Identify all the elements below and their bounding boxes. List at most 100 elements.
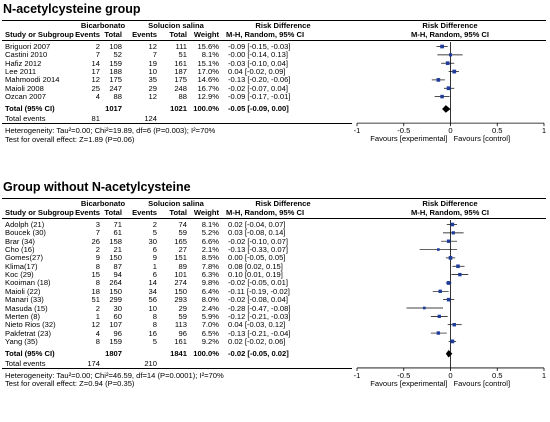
heterogeneity-text: Heterogeneity: Tau²=0.00; Chi²=19.89, df… — [5, 126, 216, 136]
total2-value: 187 — [174, 67, 187, 77]
weight-value: 6.4% — [201, 286, 219, 296]
rd-column-header: Risk Difference — [255, 21, 311, 30]
ci-value: 0.00 [-0.05, 0.05] — [228, 253, 286, 263]
study-estimate-box — [422, 306, 426, 310]
total2-value: 101 — [174, 270, 187, 280]
total2-value: 175 — [174, 75, 187, 85]
total2-value: 111 — [175, 42, 187, 51]
x-tick-label: -0.5 — [397, 126, 410, 135]
study-estimate-box — [446, 239, 451, 243]
events1-value: 12 — [91, 320, 100, 330]
study-name: Koc (29) — [5, 270, 34, 280]
total1-header: Total — [104, 208, 122, 217]
events1-value: 7 — [95, 228, 100, 238]
total-events1: 81 — [91, 113, 100, 123]
study-estimate-box — [448, 256, 453, 260]
panel-title: N-acetylcysteine group — [3, 2, 141, 16]
x-tick-label: 0 — [448, 371, 452, 380]
total2-value: 113 — [174, 320, 187, 330]
total1-value: 159 — [109, 336, 122, 346]
total1-value: 94 — [113, 270, 122, 280]
events2-value: 56 — [148, 295, 157, 305]
total-events2: 124 — [144, 113, 157, 123]
weight-value: 2.4% — [201, 303, 219, 313]
total-events2: 210 — [144, 358, 157, 368]
study-name: Yang (35) — [5, 336, 38, 346]
events2-value: 1 — [152, 261, 157, 271]
study-name: Cho (16) — [5, 245, 35, 255]
events2-value: 8 — [152, 320, 157, 330]
events2-value: 12 — [148, 92, 157, 102]
total2-sum: 1021 — [170, 104, 187, 114]
x-tick-label: 1 — [542, 126, 546, 135]
events1-value: 1 — [95, 311, 100, 321]
total2-value: 274 — [174, 278, 187, 288]
events2-value: 34 — [148, 286, 157, 296]
pooled-estimate-diamond — [445, 349, 453, 358]
total-ci-value: -0.02 [-0.05, 0.02] — [228, 349, 289, 359]
forest-plot-nac: N-acetylcysteine group Bicarbonato Solucio… — [0, 0, 550, 180]
events1-value: 8 — [95, 278, 100, 288]
study-estimate-box — [436, 331, 441, 335]
study-name: Kooiman (18) — [5, 278, 51, 288]
study-estimate-box — [446, 86, 451, 91]
study-estimate-box — [448, 53, 453, 57]
plot-method-header: M-H, Random, 95% CI — [410, 208, 490, 217]
ci-value: -0.13 [-0.33, 0.07] — [228, 245, 288, 255]
total2-value: 29 — [178, 303, 187, 313]
table-bottom-rule — [2, 123, 352, 125]
weight-value: 7.0% — [201, 320, 219, 330]
total1-sum: 1017 — [105, 104, 122, 114]
total-events1: 174 — [87, 358, 100, 368]
total-events-label: Total events — [5, 113, 46, 123]
events2-value: 10 — [148, 303, 157, 313]
ci-value: -0.09 [-0.17, -0.01] — [228, 92, 291, 102]
weight-value: 9.2% — [201, 336, 219, 346]
header-top-rule — [2, 198, 546, 199]
study-name: Boucek (30) — [5, 228, 46, 238]
ci-value: -0.13 [-0.20, -0.06] — [228, 75, 291, 85]
total-ci-value: -0.05 [-0.09, 0.00] — [228, 104, 289, 114]
study-name: Maioli 2008 — [5, 83, 44, 93]
total2-value: 151 — [174, 253, 187, 263]
total1-value: 159 — [109, 58, 122, 68]
study-estimate-box — [436, 78, 441, 82]
total1-value: 88 — [113, 92, 122, 102]
favours-right-label: Favours [control] — [454, 134, 511, 143]
total1-value: 21 — [113, 245, 122, 255]
events2-value: 6 — [152, 245, 157, 255]
events2-value: 9 — [152, 253, 157, 263]
total1-value: 264 — [109, 278, 122, 288]
events2-value: 29 — [148, 83, 157, 93]
ci-value: -0.03 [-0.10, 0.04] — [228, 58, 288, 68]
weight-value: 15.1% — [197, 58, 219, 68]
total1-header: Total — [104, 30, 122, 39]
study-name: Masuda (15) — [5, 303, 48, 313]
table-bottom-rule — [2, 367, 352, 369]
weight-value: 14.6% — [197, 75, 219, 85]
total2-value: 293 — [174, 295, 187, 305]
ci-value: -0.13 [-0.21, -0.04] — [228, 328, 291, 338]
ci-value: -0.02 [-0.08, 0.04] — [228, 295, 288, 305]
total1-value: 107 — [109, 320, 122, 330]
total2-value: 150 — [174, 286, 187, 296]
events1-value: 4 — [95, 92, 100, 102]
group2-header: Solucion salina — [148, 199, 204, 208]
total2-value: 59 — [178, 311, 187, 321]
study-estimate-box — [450, 222, 455, 227]
events1-value: 18 — [91, 286, 100, 296]
study-column-header: Study or Subgroup — [5, 208, 74, 217]
total-weight: 100.0% — [193, 349, 219, 359]
x-tick-label: -1 — [354, 126, 361, 135]
events2-value: 5 — [152, 228, 157, 238]
x-tick-label: -1 — [354, 371, 361, 380]
total-weight: 100.0% — [193, 104, 219, 114]
total2-sum: 1841 — [170, 349, 187, 359]
events1-value: 3 — [95, 220, 100, 229]
events2-value: 7 — [152, 50, 157, 60]
study-estimate-box — [445, 61, 450, 66]
total2-value: 59 — [178, 228, 187, 238]
total1-value: 150 — [109, 253, 122, 263]
study-name: Briguori 2007 — [5, 42, 51, 51]
weight-value: 9.8% — [201, 278, 219, 288]
